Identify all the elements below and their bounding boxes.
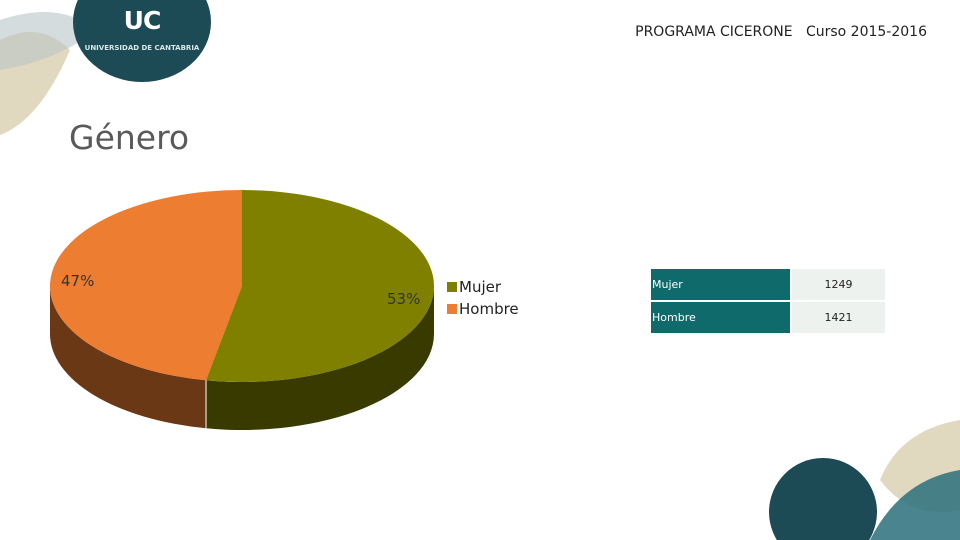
table-cell-label: Hombre — [651, 302, 790, 333]
page-title: Género — [69, 118, 190, 157]
gender-count-table: Mujer 1249 Hombre 1421 — [651, 267, 885, 335]
legend-label-hombre: Hombre — [459, 300, 519, 318]
table-cell-value: 1421 — [790, 302, 885, 333]
pie-side-hombre — [50, 286, 207, 429]
legend-swatch-mujer — [447, 282, 457, 292]
header-title: PROGRAMA CICERONE Curso 2015-2016 — [635, 24, 927, 40]
chart-legend: Mujer Hombre — [447, 276, 519, 320]
logo-subtitle: UNIVERSIDAD DE CANTABRIA — [84, 44, 200, 52]
legend-swatch-hombre — [447, 304, 457, 314]
table-cell-value: 1249 — [790, 269, 885, 300]
pie-slice-hombre — [49, 190, 243, 381]
pie-side-mujer — [206, 286, 434, 431]
data-label-hombre: 47% — [61, 272, 95, 290]
logo-text: UC — [123, 6, 162, 35]
legend-item-hombre: Hombre — [447, 298, 519, 320]
data-label-mujer: 53% — [387, 290, 421, 308]
pie-slice-mujer — [206, 190, 434, 382]
table-cell-label: Mujer — [651, 269, 790, 300]
table-row: Mujer 1249 — [651, 269, 885, 300]
legend-item-mujer: Mujer — [447, 276, 519, 298]
legend-label-mujer: Mujer — [459, 278, 502, 296]
table-row: Hombre 1421 — [651, 302, 885, 333]
